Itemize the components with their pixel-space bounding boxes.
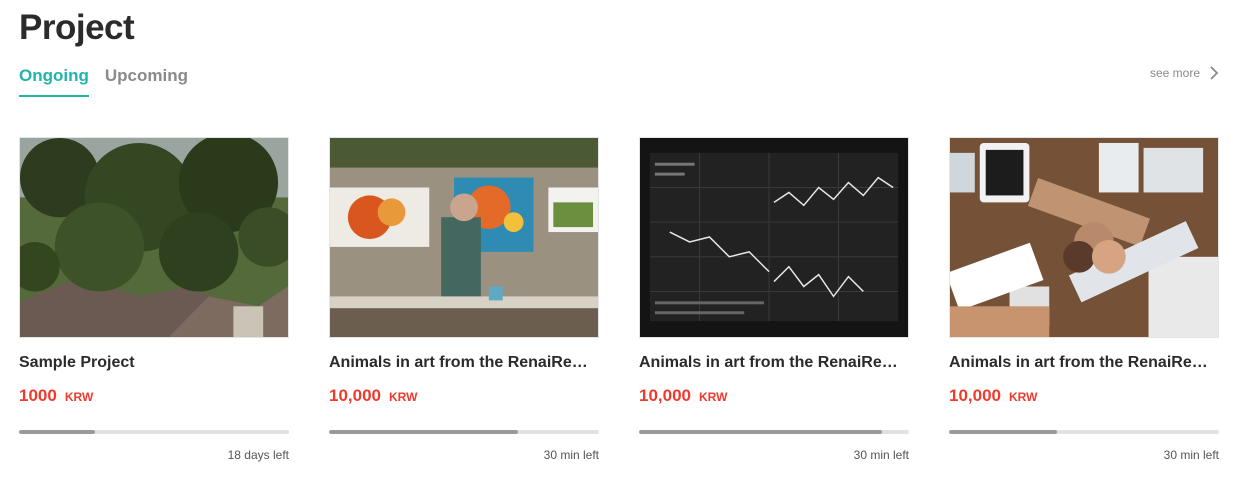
project-thumbnail [19,137,289,338]
page-title: Project [19,8,135,47]
progress-fill [329,430,518,434]
project-card[interactable]: Animals in art from the RenaiRe… 10,000 … [329,137,599,462]
project-card[interactable]: Animals in art from the RenaiRe… 10,000 … [639,137,909,462]
project-thumbnail [949,137,1219,338]
tree-leaves-rooftop-photo [20,138,288,337]
tab-ongoing[interactable]: Ongoing [19,66,89,97]
progress-fill [19,430,95,434]
project-thumbnail [329,137,599,338]
project-thumbnail [639,137,909,338]
project-tabs: Ongoing Upcoming [19,66,188,97]
time-left: 30 min left [543,448,599,462]
time-left: 18 days left [227,448,289,462]
price-amount: 10,000 [329,386,381,405]
price-unit: KRW [64,390,94,404]
project-card-list: Sample Project 1000 KRW 18 days left [19,137,1219,462]
price-amount: 1000 [19,386,57,405]
project-title: Sample Project [19,354,135,371]
team-fist-bump-photo [950,138,1218,337]
project-title: Animals in art from the RenaiRe… [949,354,1208,371]
project-price: 10,000 KRW [329,386,599,406]
time-left: 30 min left [1163,448,1219,462]
time-left: 30 min left [853,448,909,462]
price-unit: KRW [1009,390,1038,404]
tab-upcoming[interactable]: Upcoming [104,66,188,85]
price-amount: 10,000 [949,386,1001,405]
see-more-label: see more [1149,66,1200,80]
progress-bar [329,430,599,434]
price-unit: KRW [699,390,728,404]
project-price: 10,000 KRW [949,386,1219,406]
stock-market-screen-photo [640,138,908,337]
project-card[interactable]: Animals in art from the RenaiRe… 10,000 … [949,137,1219,462]
price-amount: 10,000 [639,386,691,405]
progress-fill [949,430,1057,434]
progress-bar [949,430,1219,434]
see-more-link[interactable]: see more [1150,66,1220,80]
project-price: 1000 KRW [19,386,289,406]
chevron-right-icon [1208,66,1220,80]
price-unit: KRW [389,390,418,404]
project-title: Animals in art from the RenaiRe… [639,354,898,371]
project-price: 10,000 KRW [639,386,909,406]
project-card[interactable]: Sample Project 1000 KRW 18 days left [19,137,289,462]
progress-bar [639,430,909,434]
progress-bar [19,430,289,434]
artist-painting-outdoor-photo [330,138,598,337]
project-title: Animals in art from the RenaiRe… [329,354,588,371]
progress-fill [639,430,882,434]
